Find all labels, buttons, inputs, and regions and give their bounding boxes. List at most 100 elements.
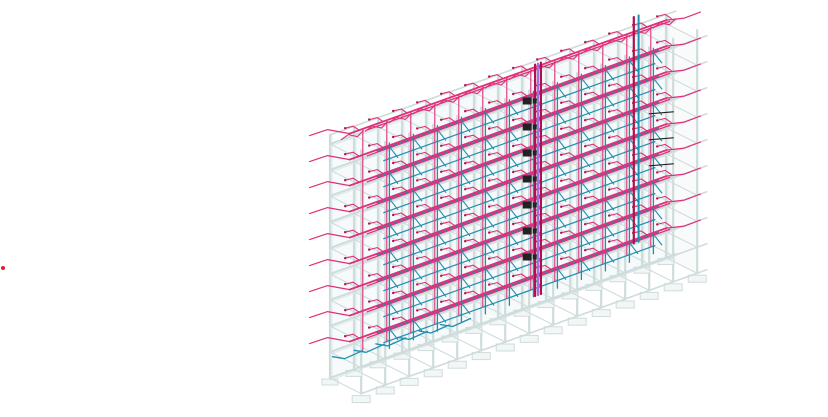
supply-outlet bbox=[392, 109, 395, 113]
supply-outlet bbox=[608, 58, 611, 61]
return-piping-network[interactable] bbox=[331, 47, 663, 360]
slab-edge bbox=[329, 255, 677, 381]
column-footing bbox=[471, 352, 491, 361]
supply-terminal-branch bbox=[512, 195, 528, 201]
supply-terminal-branch bbox=[560, 230, 576, 236]
return-connector bbox=[604, 68, 615, 81]
column-footing bbox=[351, 395, 371, 404]
supply-outlet bbox=[656, 223, 659, 226]
floor-beam-cross bbox=[665, 101, 698, 118]
floor-beam-cross bbox=[449, 334, 482, 352]
return-connector bbox=[460, 302, 471, 315]
supply-outlet bbox=[392, 291, 395, 295]
return-connector bbox=[412, 293, 423, 306]
floor-beam-cross bbox=[545, 274, 578, 291]
floor-beam-cross bbox=[425, 343, 458, 360]
supply-outlet bbox=[368, 170, 371, 173]
supply-outlet bbox=[656, 145, 659, 148]
supply-secondary-pipe bbox=[366, 46, 671, 157]
return-connector bbox=[388, 302, 399, 315]
supply-terminal-branch bbox=[416, 125, 432, 131]
supply-main-pipe bbox=[348, 175, 668, 291]
supply-terminal-branch bbox=[584, 39, 600, 45]
supply-outlet bbox=[584, 67, 587, 70]
supply-outlet bbox=[584, 197, 587, 200]
supply-main-pipe bbox=[348, 45, 668, 161]
floor-beam-cross bbox=[425, 317, 458, 334]
supply-terminal-branch bbox=[584, 247, 600, 253]
supply-outlet bbox=[464, 136, 467, 139]
return-connector bbox=[580, 181, 591, 194]
supply-outlet bbox=[512, 118, 515, 122]
floor-beam-cross bbox=[353, 368, 386, 386]
riser-valve-unit bbox=[522, 175, 532, 183]
supply-terminal-branch bbox=[488, 74, 504, 80]
supply-terminal-branch bbox=[656, 117, 672, 123]
return-connector bbox=[388, 172, 399, 185]
supply-terminal-branch bbox=[560, 204, 576, 210]
floor-beam-cross bbox=[617, 274, 650, 291]
supply-terminal-branch bbox=[632, 152, 648, 158]
supply-outlet bbox=[440, 274, 443, 277]
return-connector bbox=[604, 120, 615, 133]
supply-secondary-pipe bbox=[366, 176, 671, 287]
floor-beam-cross bbox=[473, 299, 506, 317]
roof-supply-branch bbox=[604, 35, 628, 46]
supply-terminal-branch bbox=[632, 230, 648, 236]
slab-edge bbox=[329, 177, 677, 303]
floor-beam-cross bbox=[641, 213, 674, 231]
supply-terminal-branch bbox=[632, 22, 648, 28]
return-connector bbox=[436, 155, 447, 167]
floor-beam-cross bbox=[569, 265, 602, 283]
supply-terminal-branch bbox=[392, 316, 408, 322]
supply-terminal-branch bbox=[560, 126, 576, 132]
supply-outlet bbox=[440, 170, 443, 173]
supply-outlet bbox=[656, 15, 659, 18]
return-branch-pipe bbox=[383, 88, 656, 188]
return-main-pipe bbox=[376, 101, 660, 204]
supply-terminal-branch bbox=[368, 143, 384, 149]
floor-beam-cross bbox=[665, 23, 698, 40]
slab-edge bbox=[329, 99, 677, 225]
column-footing bbox=[567, 317, 587, 326]
supply-outlet bbox=[560, 179, 563, 182]
roof-supply-branch bbox=[436, 95, 460, 106]
supply-terminal-branch bbox=[464, 134, 480, 140]
supply-outlet bbox=[560, 49, 563, 52]
supply-outlet bbox=[560, 231, 563, 234]
return-connector bbox=[652, 181, 663, 194]
return-connector bbox=[436, 181, 447, 193]
return-branch-pipe bbox=[383, 167, 656, 266]
riser-equipment-units[interactable] bbox=[522, 97, 674, 261]
floor-beam-cross bbox=[401, 351, 434, 369]
supply-outlet bbox=[608, 162, 611, 165]
supply-outlet bbox=[368, 326, 371, 329]
floor-beam-cross bbox=[569, 291, 602, 309]
return-connector bbox=[652, 77, 663, 90]
floor-beam-cross bbox=[593, 282, 626, 300]
supply-terminal-branch bbox=[608, 135, 624, 141]
supply-outlet bbox=[656, 119, 659, 122]
return-connector bbox=[652, 233, 663, 246]
supply-terminal-branch bbox=[608, 109, 624, 115]
roof-supply-branch bbox=[460, 87, 484, 98]
supply-outlet bbox=[344, 309, 347, 312]
supply-outlet bbox=[392, 135, 395, 139]
floor-beam-cross bbox=[641, 135, 674, 153]
floor-beam-cross bbox=[641, 161, 674, 179]
roof-supply-branch bbox=[340, 130, 364, 141]
supply-piping-network[interactable] bbox=[309, 11, 702, 351]
supply-outlet bbox=[344, 205, 347, 208]
supply-outlet bbox=[584, 41, 587, 44]
supply-outlet bbox=[464, 110, 467, 113]
supply-terminal-branch bbox=[512, 221, 528, 227]
return-connector bbox=[412, 319, 423, 332]
supply-outlet bbox=[344, 335, 347, 338]
slab-edge bbox=[329, 203, 677, 329]
supply-terminal-branch bbox=[464, 186, 480, 192]
supply-outlet bbox=[368, 196, 371, 199]
return-connector bbox=[388, 146, 399, 159]
supply-outlet bbox=[584, 223, 587, 226]
